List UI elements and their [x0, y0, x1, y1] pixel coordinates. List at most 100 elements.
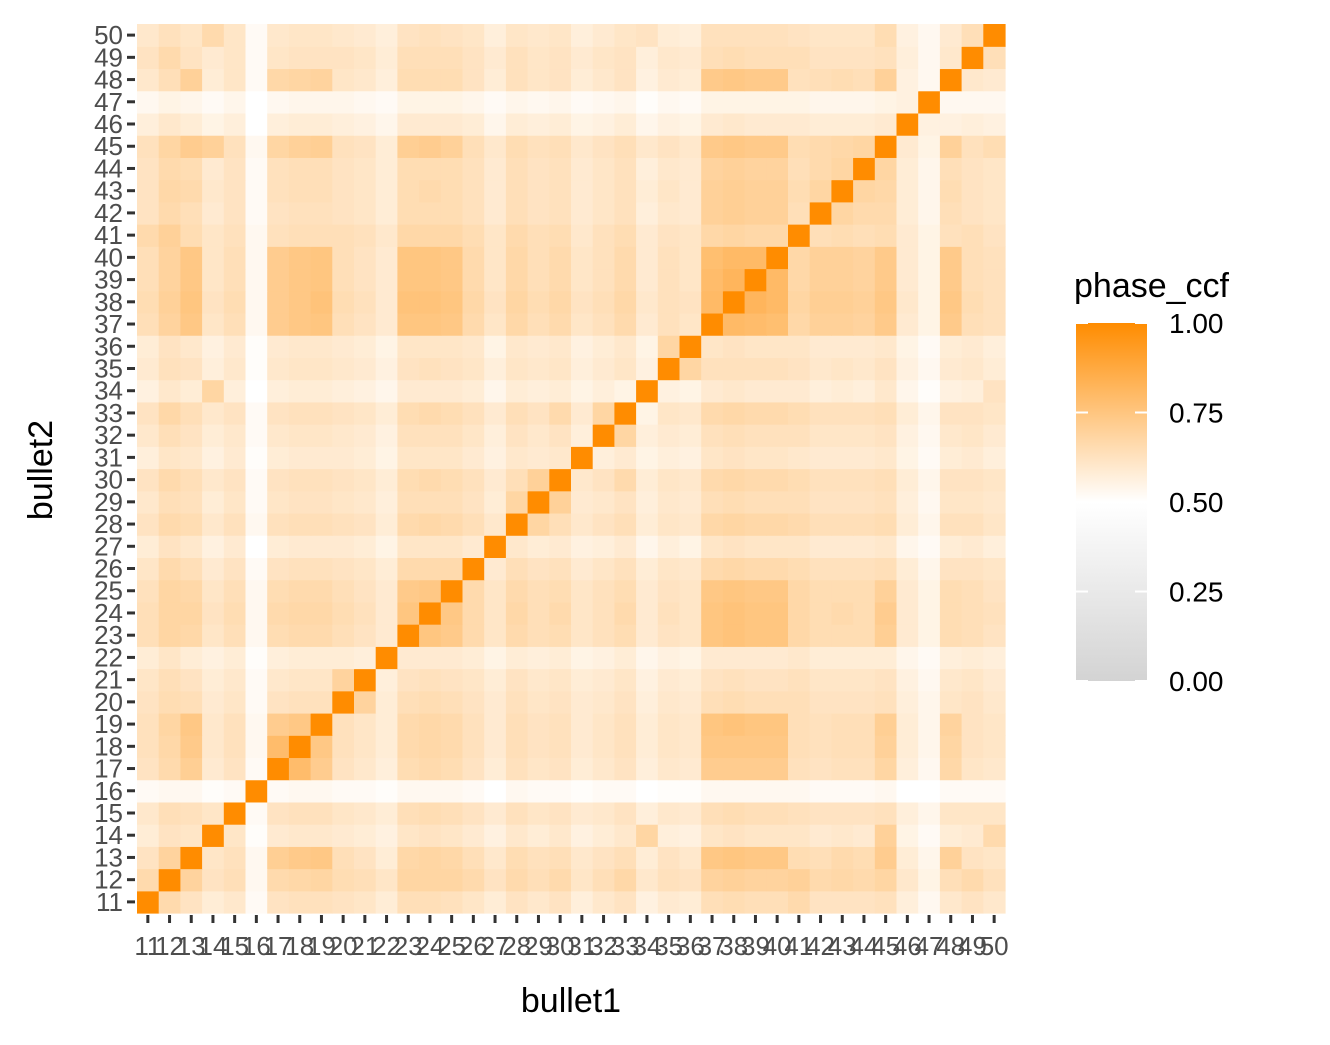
heatmap-cell: [831, 446, 854, 470]
heatmap-cell: [701, 690, 724, 714]
heatmap-cell: [419, 801, 442, 825]
heatmap-cell: [961, 157, 984, 181]
y-tick-label: 41: [94, 220, 123, 250]
heatmap-cell: [419, 446, 442, 470]
heatmap-cell: [484, 335, 507, 358]
heatmap-cell: [462, 201, 485, 225]
heatmap-cell: [614, 868, 637, 892]
heatmap-cell: [202, 512, 225, 536]
heatmap-cell: [853, 90, 876, 114]
heatmap-cell: [831, 757, 854, 781]
heatmap-cell: [983, 801, 1006, 825]
heatmap-cell: [614, 646, 637, 670]
heatmap-cell: [505, 690, 529, 714]
heatmap-cell: [419, 201, 442, 225]
heatmap-cell: [354, 646, 377, 670]
heatmap-cell: [267, 312, 290, 336]
x-tick-label: 14: [198, 931, 227, 961]
heatmap-cell: [766, 401, 789, 425]
heatmap-cell: [310, 90, 333, 114]
heatmap-cell: [939, 668, 963, 692]
heatmap-cell: [354, 779, 377, 803]
heatmap-cell: [223, 890, 247, 914]
heatmap-cell: [223, 201, 247, 225]
y-tick-label: 38: [94, 287, 123, 317]
heatmap-cell: [592, 401, 615, 425]
heatmap-cell: [722, 357, 746, 381]
heatmap-cell: [375, 379, 398, 403]
heatmap-cell: [961, 201, 984, 225]
heatmap-cell: [462, 157, 485, 181]
heatmap-cell: [961, 246, 984, 270]
heatmap-cell: [397, 646, 420, 670]
heatmap-cell: [896, 424, 919, 447]
heatmap-cell: [267, 179, 290, 203]
heatmap-cell: [527, 224, 550, 247]
heatmap-cell: [831, 312, 854, 336]
y-tick-label: 32: [94, 420, 123, 450]
heatmap-cell: [918, 68, 941, 92]
heatmap-cell: [202, 268, 225, 292]
heatmap-cell: [657, 112, 681, 136]
heatmap-cell: [874, 601, 898, 625]
heatmap-cell: [310, 801, 333, 825]
heatmap-cell: [636, 668, 659, 692]
heatmap-cell: [744, 424, 767, 447]
heatmap-cell: [744, 624, 767, 647]
heatmap-cell: [571, 690, 594, 714]
heatmap-cell: [657, 801, 681, 825]
heatmap-cell: [180, 668, 203, 692]
heatmap-cell: [679, 157, 702, 181]
heatmap-cell: [766, 846, 789, 870]
heatmap-cell: [223, 557, 247, 581]
heatmap-cell: [419, 379, 442, 403]
heatmap-cell: [701, 46, 724, 70]
heatmap-cell: [788, 46, 811, 70]
heatmap-cell: [571, 68, 594, 92]
y-axis-title: bullet2: [22, 420, 60, 520]
heatmap-cell: [961, 535, 984, 558]
heatmap-cell: [354, 557, 377, 581]
heatmap-cell: [332, 579, 355, 603]
heatmap-cell: [744, 535, 767, 558]
heatmap-cell: [701, 601, 724, 625]
heatmap-cell: [549, 668, 572, 692]
heatmap-cell: [440, 801, 464, 825]
heatmap-cell: [831, 712, 854, 736]
heatmap-cell: [983, 846, 1006, 870]
heatmap-cell: [722, 68, 746, 92]
heatmap-cell: [180, 90, 203, 114]
y-axis-ticks: [127, 33, 135, 904]
heatmap-cell: [571, 357, 594, 381]
heatmap-cell: [636, 535, 659, 558]
heatmap-cell: [484, 512, 507, 536]
heatmap-cell: [679, 357, 702, 381]
x-tick-label: 19: [307, 931, 336, 961]
heatmap-cell: [440, 690, 464, 714]
heatmap-cell: [505, 890, 529, 914]
heatmap-cell: [288, 735, 312, 759]
heatmap-cell: [918, 357, 941, 381]
heatmap-cell: [310, 690, 333, 714]
heatmap-cell: [961, 379, 984, 403]
heatmap-cell: [158, 757, 181, 781]
y-tick-label: 46: [94, 109, 123, 139]
heatmap-cell: [896, 624, 919, 647]
heatmap-cell: [440, 490, 464, 514]
heatmap-cell: [853, 268, 876, 292]
heatmap-cell: [701, 335, 724, 358]
heatmap-cell: [310, 246, 333, 270]
heatmap-cell: [918, 424, 941, 447]
heatmap-cell: [137, 46, 160, 70]
heatmap-cell: [744, 446, 767, 470]
heatmap-cell: [983, 179, 1006, 203]
heatmap-cell: [788, 157, 811, 181]
heatmap-cell: [939, 290, 963, 314]
heatmap-cell: [679, 68, 702, 92]
heatmap-cell: [722, 224, 746, 247]
heatmap-cell: [614, 201, 637, 225]
heatmap-cell: [744, 24, 767, 47]
heatmap-cell: [679, 890, 702, 914]
heatmap-cell: [614, 312, 637, 336]
heatmap-cell: [657, 290, 681, 314]
